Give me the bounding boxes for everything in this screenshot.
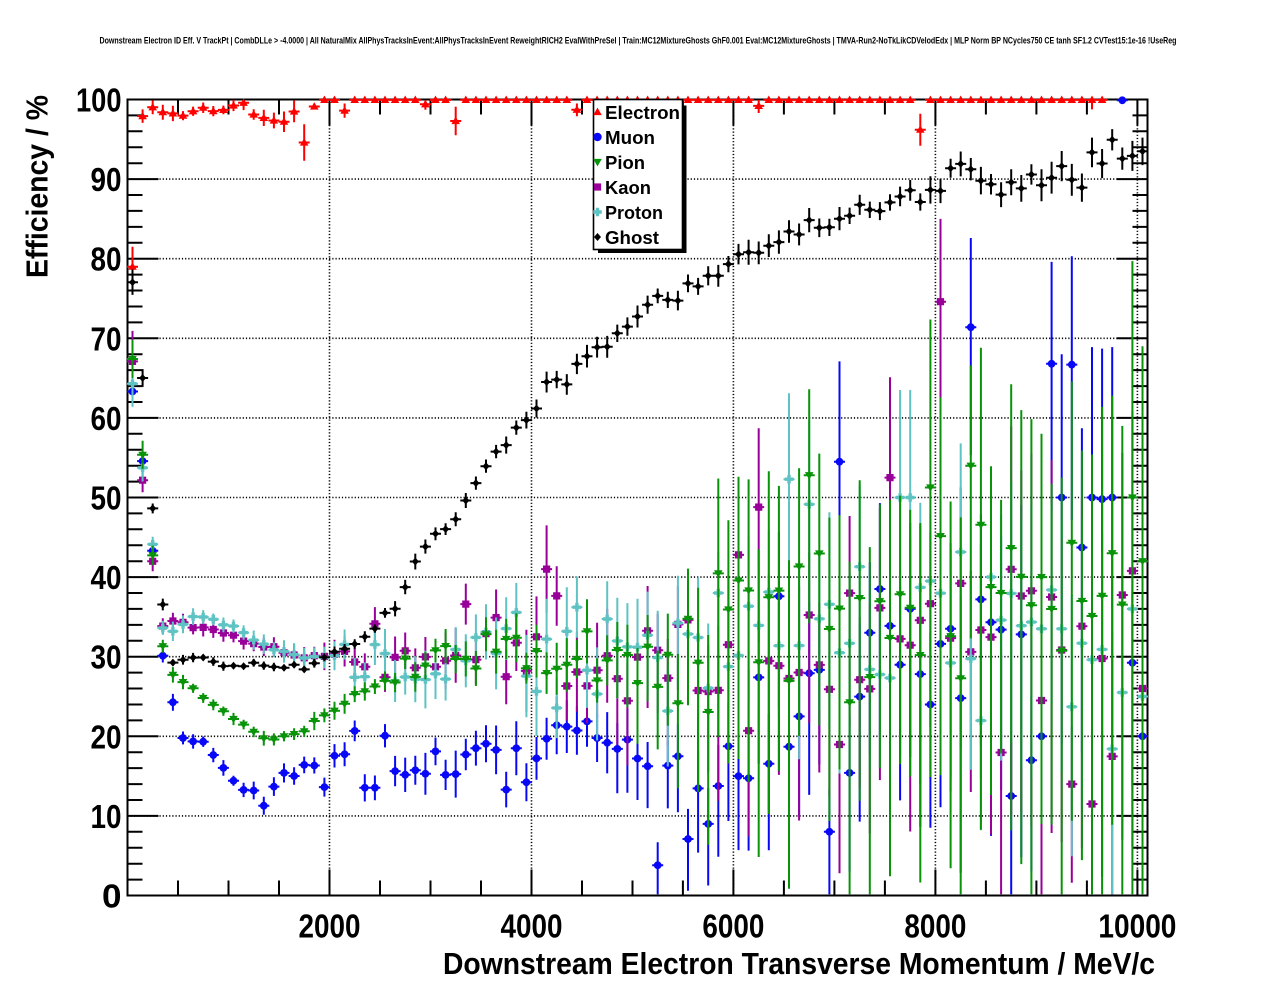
svg-text:40: 40	[91, 559, 122, 596]
svg-text:Downstream Electron ID Eff. V: Downstream Electron ID Eff. V TrackPt | …	[100, 35, 1177, 45]
svg-text:Proton: Proton	[605, 203, 663, 223]
svg-text:50: 50	[91, 480, 122, 517]
svg-text:10000: 10000	[1098, 908, 1176, 945]
svg-text:0: 0	[102, 878, 122, 915]
svg-text:70: 70	[91, 320, 122, 357]
svg-text:Ghost: Ghost	[605, 228, 659, 248]
svg-text:30: 30	[91, 639, 122, 676]
svg-text:Muon: Muon	[605, 128, 655, 148]
svg-text:60: 60	[91, 400, 122, 437]
svg-text:6000: 6000	[702, 908, 764, 945]
svg-text:Pion: Pion	[605, 153, 645, 173]
svg-text:2000: 2000	[299, 908, 361, 945]
svg-text:Kaon: Kaon	[605, 178, 651, 198]
svg-text:Efficiency / %: Efficiency / %	[21, 95, 55, 278]
svg-text:10: 10	[91, 798, 122, 835]
svg-text:Downstream Electron Transverse: Downstream Electron Transverse Momentum …	[443, 947, 1155, 981]
svg-text:20: 20	[91, 718, 122, 755]
svg-text:80: 80	[91, 241, 122, 278]
svg-text:100: 100	[76, 82, 122, 119]
svg-text:90: 90	[91, 161, 122, 198]
svg-text:8000: 8000	[904, 908, 966, 945]
svg-text:Electron: Electron	[605, 103, 680, 123]
svg-text:4000: 4000	[501, 908, 563, 945]
